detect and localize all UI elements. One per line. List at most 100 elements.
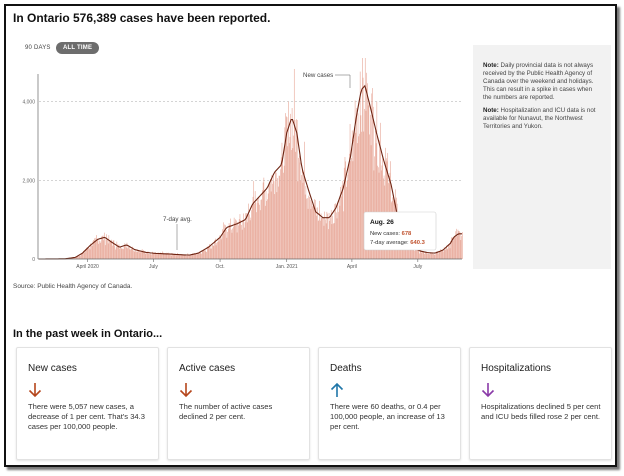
card-title: Deaths [330,363,362,374]
daily-case-bar [261,199,262,259]
daily-case-bar [148,253,149,259]
daily-case-bar [80,255,81,259]
daily-case-bar [441,250,443,259]
daily-case-bar [296,119,297,260]
daily-case-bar [86,247,88,259]
daily-case-bar [169,253,170,259]
daily-case-bar [312,203,314,259]
note-hospitalization: Note: Hospitalization and ICU data is no… [483,107,596,130]
daily-case-bar [290,113,291,259]
page-frame: In Ontario 576,389 cases have been repor… [4,4,617,467]
daily-case-bar [229,225,231,259]
daily-case-bar [413,247,415,259]
daily-case-bar [285,113,286,259]
daily-case-bar [380,122,381,259]
daily-case-bar [436,253,438,259]
daily-case-bar [110,240,112,259]
daily-case-bar [94,238,95,259]
daily-case-bar [271,175,273,259]
daily-case-bar [71,258,73,259]
daily-case-bar [312,206,313,259]
daily-case-bar [113,240,115,259]
daily-case-bar [151,251,153,259]
daily-case-bar [90,243,92,259]
daily-case-bar [251,203,253,259]
daily-case-bar [230,229,232,259]
daily-case-bar [177,252,178,259]
daily-case-bar [225,225,226,259]
daily-case-bar [341,185,343,259]
daily-case-bar [258,197,260,259]
daily-case-bar [104,232,105,259]
daily-case-bar [386,161,388,259]
new-cases-annotation: New cases [303,72,333,79]
daily-case-bar [88,248,90,259]
cases-chart[interactable]: 4,000 2,000 0 April 2020 July Oct. Jan. 2021 A… [6,58,466,273]
daily-case-bar [138,250,139,259]
daily-case-bar [257,198,258,259]
daily-case-bar [428,253,430,259]
daily-case-bar [173,254,175,259]
daily-case-bar [367,83,368,260]
daily-case-bar [317,221,319,259]
daily-case-bar [74,257,76,259]
toggle-90-days[interactable]: 90 DAYS [18,42,58,54]
daily-case-bar [362,77,364,259]
daily-case-bar [116,241,118,259]
daily-case-bar [367,105,369,259]
daily-case-bar [448,243,450,259]
daily-case-bar [266,200,268,259]
daily-case-bar [412,245,414,259]
daily-case-bar [135,250,136,259]
daily-case-bar [159,252,161,259]
daily-case-bar [310,208,312,259]
daily-case-bar [233,217,235,259]
daily-case-bar [86,248,87,259]
daily-case-bar [446,245,447,259]
daily-case-bar [311,201,312,259]
daily-case-bar [175,255,177,259]
daily-case-bar [128,247,129,259]
daily-case-bar [76,256,78,259]
daily-case-bar [319,200,320,259]
daily-case-bar [145,253,147,259]
daily-case-bar [275,172,276,259]
daily-case-bar [246,222,248,259]
daily-case-bar [95,237,97,259]
daily-case-bar [104,245,106,259]
daily-case-bar [91,245,92,259]
daily-case-bar [88,247,89,259]
daily-case-bar [425,252,426,259]
daily-case-bar [81,253,83,259]
daily-case-bar [278,175,280,259]
daily-case-bar [308,195,310,259]
daily-case-bar [418,249,420,259]
daily-case-bar [234,222,236,259]
daily-case-bar [155,254,157,259]
daily-case-bar [270,191,272,259]
daily-case-bar [461,235,462,259]
daily-case-bar [449,248,451,259]
daily-case-bar [427,253,428,259]
daily-case-bar [245,213,247,259]
daily-case-bar [432,252,433,259]
daily-case-bar [170,255,172,259]
daily-case-bar [217,237,219,259]
toggle-all-time[interactable]: ALL TIME [56,42,100,54]
daily-case-bar [435,251,437,259]
daily-case-bar [390,161,391,259]
daily-case-bar [265,191,267,259]
daily-case-bar [99,240,100,259]
daily-case-bar [335,212,337,259]
daily-case-bar [451,237,453,259]
daily-case-bar [262,190,263,259]
daily-case-bar [87,248,89,259]
card-new-cases: New cases There were 5,057 new cases, a … [16,347,159,460]
daily-case-bar [188,255,190,259]
daily-case-bar [193,254,194,259]
daily-case-bar [291,150,292,259]
daily-case-bar [307,198,308,259]
daily-case-bar [163,253,165,259]
x-tick-label: July [149,264,158,270]
daily-case-bar [320,213,322,259]
